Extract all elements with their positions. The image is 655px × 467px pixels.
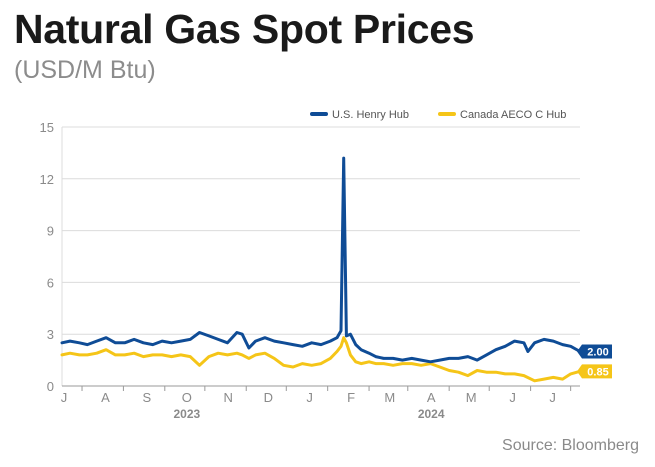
x-tick-label: A [101,390,110,405]
x-tick-label: A [427,390,436,405]
chart-subtitle: (USD/M Btu) [14,56,156,84]
legend-label: Canada AECO C Hub [460,109,566,121]
y-tick-label: 0 [47,379,54,394]
x-tick-label: D [264,390,273,405]
x-tick-label: J [549,390,556,405]
grid-layer [62,126,580,335]
end-label-aeco-c-hub: 0.85 [577,364,612,379]
y-tick-label: 12 [40,172,54,187]
year-label: 2023 [173,407,200,421]
series-line-aeco-c-hub [60,336,582,383]
end-label-layer: 2.00 0.85 [577,344,612,379]
x-tick-label: M [466,390,477,405]
x-tick-label: J [306,390,313,405]
source-note: Source: Bloomberg [502,437,639,454]
x-tick-label: N [224,390,233,405]
x-tick-label: F [347,390,355,405]
y-tick-label: 15 [40,120,54,135]
series-layer [60,156,582,383]
end-label-badge [577,364,612,379]
end-label-henry-hub: 2.00 [577,344,612,359]
y-tick-label: 3 [47,327,54,342]
y-tick-label: 9 [47,224,54,239]
year-label: 2024 [418,407,445,421]
end-label-value: 2.00 [587,346,608,358]
x-tick-label: J [61,390,68,405]
series-line-henry-hub [60,156,582,364]
legend: U.S. Henry Hub Canada AECO C Hub [310,109,566,121]
chart-title: Natural Gas Spot Prices [14,6,475,52]
legend-item-henry-hub: U.S. Henry Hub [310,109,409,121]
x-tick-label: M [384,390,395,405]
axis-layer: 0 3 6 9 12 15 J A S O N D J F M A M J J 2023 2024 [40,120,580,421]
legend-label: U.S. Henry Hub [332,109,409,121]
x-tick-label: J [509,390,516,405]
y-tick-label: 6 [47,275,54,290]
x-tick-label: O [182,390,192,405]
end-label-value: 0.85 [587,366,608,378]
end-label-badge [577,344,612,359]
x-tick-label: S [142,390,151,405]
legend-item-aeco-c-hub: Canada AECO C Hub [438,109,566,121]
